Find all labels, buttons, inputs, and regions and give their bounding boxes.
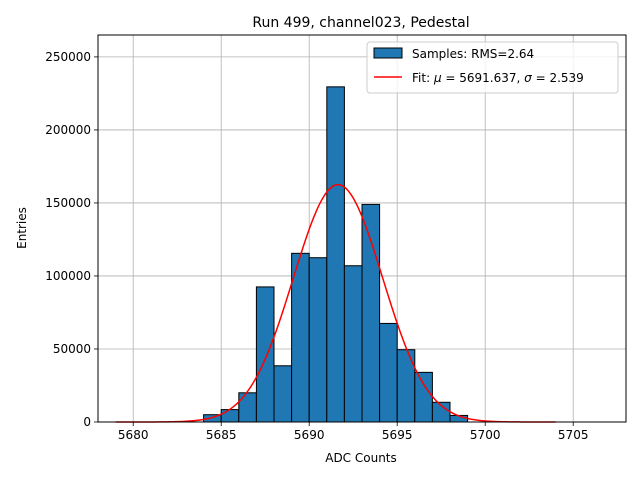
histogram-bar: [379, 322, 398, 423]
x-tick-label: 5705: [558, 428, 589, 442]
y-tick-label: 200000: [45, 123, 91, 137]
legend-fit-mu: μ: [433, 71, 442, 85]
y-tick-label: 50000: [53, 342, 91, 356]
y-tick-label: 250000: [45, 50, 91, 64]
legend-box: [366, 41, 619, 94]
x-axis-label: ADC Counts: [325, 451, 397, 465]
legend: Samples: RMS=2.64 Fit: μ = 5691.637, σ =…: [366, 41, 619, 94]
x-tick-label: 5695: [382, 428, 413, 442]
histogram-bar: [255, 286, 275, 423]
y-axis-ticks: 0 50000 100000 150000 200000 250000: [45, 50, 98, 429]
legend-label-fit: Fit: μ = 5691.637, σ = 2.539: [412, 71, 584, 85]
histogram-bars: [203, 86, 469, 423]
histogram-bar: [220, 409, 240, 423]
x-tick-label: 5685: [206, 428, 237, 442]
fit-curve: [115, 183, 556, 423]
legend-label-samples: Samples: RMS=2.64: [412, 47, 534, 61]
x-tick-label: 5680: [118, 428, 149, 442]
x-axis-ticks: 5680 5685 5690 5695 5700 5705: [118, 422, 589, 442]
legend-fit-prefix: Fit:: [412, 71, 434, 85]
y-tick-label: 0: [83, 415, 91, 429]
x-tick-label: 5690: [294, 428, 325, 442]
legend-fit-suffix: = 2.539: [532, 71, 584, 85]
legend-fit-mid: = 5691.637,: [442, 71, 525, 85]
legend-swatch-samples: [373, 47, 403, 59]
histogram-bar: [238, 392, 257, 423]
chart-title: Run 499, channel023, Pedestal: [252, 15, 469, 31]
histogram-bar: [326, 86, 345, 423]
histogram-bar: [343, 265, 363, 423]
y-tick-label: 100000: [45, 269, 91, 283]
histogram-bar: [308, 257, 328, 423]
x-tick-label: 5700: [470, 428, 501, 442]
histogram-bar: [291, 252, 310, 423]
plot-area-frame: [97, 34, 627, 423]
histogram-bar: [414, 371, 433, 423]
legend-fit-sigma: σ: [524, 71, 532, 85]
histogram-bar: [361, 203, 381, 423]
fit-curve-group: [115, 183, 556, 423]
histogram-bar: [273, 365, 293, 423]
y-axis-label: Entries: [15, 207, 29, 249]
y-tick-label: 150000: [45, 196, 91, 210]
